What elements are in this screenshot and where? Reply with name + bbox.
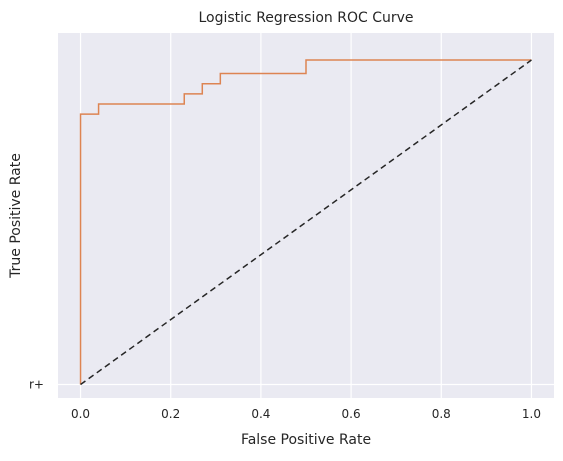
grid-lines: [58, 33, 554, 398]
watermark-logo: مستقل: [248, 415, 296, 434]
x-tick-label: 0.4: [251, 407, 270, 421]
y-axis-label: True Positive Rate: [8, 153, 24, 279]
y-tick-label: r+: [29, 377, 44, 391]
x-axis-label: False Positive Rate: [241, 432, 371, 448]
tick-labels: 0.0 0.2 0.4 0.6 0.8 1.0 r+: [29, 377, 541, 421]
x-tick-label: 1.0: [522, 407, 541, 421]
roc-curve-line: [79, 59, 532, 385]
x-tick-label: 0.6: [342, 407, 361, 421]
chance-diagonal-line: [80, 59, 532, 386]
x-tick-label: 0.0: [71, 407, 90, 421]
series-layer: [79, 59, 532, 386]
chart-title: Logistic Regression ROC Curve: [198, 10, 413, 26]
x-tick-label: 0.8: [432, 407, 451, 421]
plot-area: [58, 33, 554, 398]
x-tick-label: 0.2: [161, 407, 180, 421]
